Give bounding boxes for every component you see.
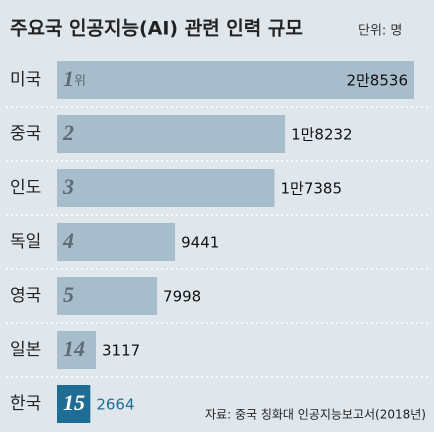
value-label: 1만7385: [280, 180, 342, 198]
bar: [57, 385, 91, 423]
bar: [57, 331, 96, 369]
category-label: 일본: [10, 340, 41, 360]
rank-suffix: 위: [74, 74, 86, 89]
rank-number: 1: [63, 66, 74, 91]
chart-subtitle: 단위: 명: [358, 24, 402, 39]
source-note: 자료: 중국 칭화대 인공지능보고서(2018년): [205, 408, 426, 422]
rank-number: 2: [62, 120, 74, 145]
rank-number: 4: [62, 228, 74, 253]
rank-number: 5: [63, 282, 74, 307]
category-label: 영국: [10, 286, 41, 306]
category-label: 중국: [10, 124, 41, 144]
bar: [57, 169, 275, 207]
value-label: 3117: [102, 342, 140, 360]
bar: [57, 277, 158, 315]
chart-title: 주요국 인공지능(AI) 관련 인력 규모: [10, 18, 303, 40]
rank-label: 5: [63, 282, 74, 307]
value-label: 7998: [163, 288, 201, 306]
category-label: 미국: [10, 70, 41, 90]
value-label: 9441: [181, 234, 219, 252]
rank-number: 3: [62, 174, 74, 199]
value-label: 2만8536: [346, 72, 408, 90]
rank-label: 3: [62, 174, 74, 199]
rank-number: 15: [63, 390, 85, 415]
category-label: 한국: [10, 394, 41, 414]
rank-label: 2: [62, 120, 74, 145]
category-label: 독일: [10, 232, 41, 252]
rank-number: 14: [63, 336, 85, 361]
category-label: 인도: [10, 178, 41, 198]
rank-label: 14: [63, 336, 85, 361]
bar: [57, 115, 286, 153]
rank-label: 15: [63, 390, 85, 415]
value-label: 1만8232: [291, 126, 353, 144]
rank-label: 1위: [63, 66, 86, 91]
bar: [57, 61, 414, 99]
bar: [57, 223, 176, 261]
rank-label: 4: [62, 228, 74, 253]
value-label: 2664: [96, 396, 134, 414]
